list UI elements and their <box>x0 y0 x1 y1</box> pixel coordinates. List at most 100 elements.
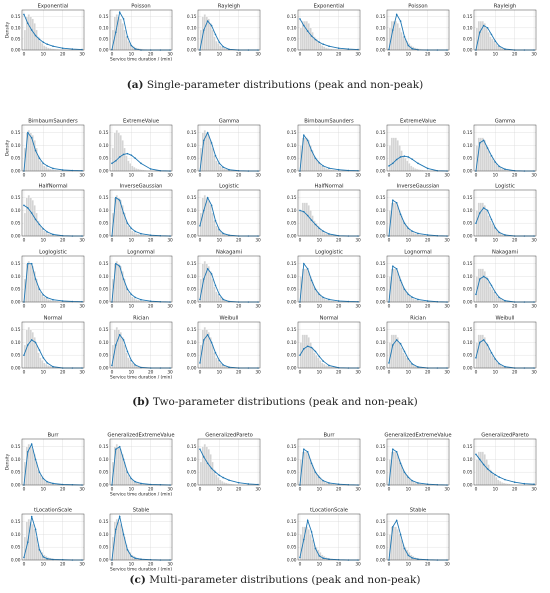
histogram-bar <box>489 36 492 51</box>
curve-marker <box>426 167 429 170</box>
panel-title: Loglogistic <box>315 250 343 256</box>
histogram-bar <box>35 29 38 51</box>
histogram-bar <box>27 261 30 303</box>
x-tick-label: 20 <box>336 487 342 493</box>
histogram-bar <box>49 365 52 369</box>
curve-marker <box>322 479 324 482</box>
curve-marker <box>337 366 340 369</box>
x-tick-label: 30 <box>167 562 173 568</box>
curve-marker <box>490 218 493 221</box>
x-tick-label: 0 <box>23 52 26 58</box>
y-tick-label: 0.05 <box>463 156 473 162</box>
x-tick-label: 20 <box>336 562 342 568</box>
x-tick-label: 10 <box>41 562 47 568</box>
caption: (c) Multi-parameter distributions (peak … <box>130 574 421 586</box>
curve-marker <box>115 159 117 162</box>
curve-marker <box>486 26 489 29</box>
y-tick-label: 0.15 <box>11 519 21 525</box>
curve-marker <box>27 450 29 453</box>
histogram-bar <box>392 451 395 486</box>
y-tick-label: 0.10 <box>463 340 473 346</box>
histogram-bar <box>39 291 42 303</box>
x-tick-label: 20 <box>60 238 66 244</box>
y-tick-label: 0.10 <box>463 143 473 149</box>
y-tick-label: 0.10 <box>463 208 473 214</box>
histogram-bar <box>201 446 204 486</box>
histogram-bar <box>47 168 50 172</box>
x-tick-label: 30 <box>167 238 173 244</box>
x-tick-label: 0 <box>23 562 26 568</box>
curve-marker <box>494 473 497 476</box>
histogram-bar <box>410 165 413 172</box>
panel: 0 10 20 30 0.00 0.05 0.10 0.15 Lognormal <box>376 250 450 310</box>
y-tick-label: 0.10 <box>99 143 109 149</box>
curve-marker <box>42 294 45 296</box>
histogram-bar <box>217 360 220 369</box>
x-tick-label: 10 <box>41 487 47 493</box>
curve-marker <box>498 362 500 365</box>
curve-marker <box>306 139 309 142</box>
x-tick-label: 20 <box>336 52 342 58</box>
histogram-bar <box>323 46 326 51</box>
curve-marker <box>46 43 48 46</box>
x-tick-label: 30 <box>444 370 450 376</box>
y-tick-label: 0.10 <box>287 457 297 463</box>
histogram-bar <box>495 477 498 486</box>
panel-title: BirnbaumSaunders <box>304 119 354 125</box>
curve-marker <box>337 47 340 50</box>
x-tick-label: 0 <box>475 304 478 310</box>
histogram-bar <box>33 23 36 51</box>
panel: 0 10 20 30 0.00 0.05 0.10 0.15 Nakagami <box>463 250 537 310</box>
curve-marker <box>130 359 133 362</box>
x-tick-label: 20 <box>236 370 242 376</box>
y-tick-label: 0.05 <box>99 287 109 293</box>
x-tick-label: 0 <box>23 487 26 493</box>
y-tick-label: 0.15 <box>376 444 386 450</box>
x-tick-label: 30 <box>167 304 173 310</box>
y-tick-label: 0.10 <box>99 25 109 31</box>
curve-marker <box>34 278 37 280</box>
y-tick-label: 0.15 <box>287 130 297 136</box>
curve-marker <box>218 228 221 231</box>
curve-marker <box>395 339 398 341</box>
curve-marker <box>306 345 309 348</box>
panel: 0 10 20 30 0.00 0.05 0.10 0.15 HalfNormal <box>287 184 361 244</box>
x-tick-label: 30 <box>444 562 450 568</box>
histogram-bar <box>223 47 226 51</box>
histogram-bar <box>226 483 230 486</box>
histogram-bar <box>215 41 218 51</box>
x-tick-label: 10 <box>317 370 323 376</box>
curve-marker <box>399 342 402 345</box>
x-tick-label: 20 <box>60 487 66 493</box>
curve-marker <box>23 556 25 559</box>
histogram-bar <box>326 168 330 172</box>
y-tick-label: 0.00 <box>99 558 109 564</box>
curve-marker <box>27 207 29 209</box>
curve-marker <box>494 40 497 42</box>
panel-title: GeneralizedExtremeValue <box>384 433 451 439</box>
curve-marker <box>310 279 313 282</box>
curve-marker <box>222 364 224 366</box>
curve-marker <box>218 293 221 296</box>
y-tick-label: 0.00 <box>187 169 197 175</box>
histogram-bar <box>45 364 48 369</box>
y-tick-label: 0.10 <box>99 457 109 463</box>
histogram-bar <box>211 212 214 237</box>
x-tick-label: 20 <box>425 370 431 376</box>
x-tick-label: 10 <box>41 370 47 376</box>
panel-title: Poisson <box>408 4 427 10</box>
panel-frame <box>297 513 361 561</box>
curve-marker <box>115 262 117 265</box>
histogram-bar <box>414 482 417 486</box>
curve-marker <box>71 483 74 486</box>
panel-title: Exponential <box>314 4 345 10</box>
x-tick-label: 20 <box>236 304 242 310</box>
panel-title: Normal <box>320 316 339 322</box>
histogram-bar <box>489 352 492 369</box>
histogram-bar <box>125 352 128 369</box>
histogram-bar <box>115 195 118 237</box>
histogram-bar <box>225 482 228 486</box>
histogram-bar <box>43 296 46 303</box>
x-tick-label: 10 <box>217 487 223 493</box>
panel-frame <box>386 438 450 486</box>
